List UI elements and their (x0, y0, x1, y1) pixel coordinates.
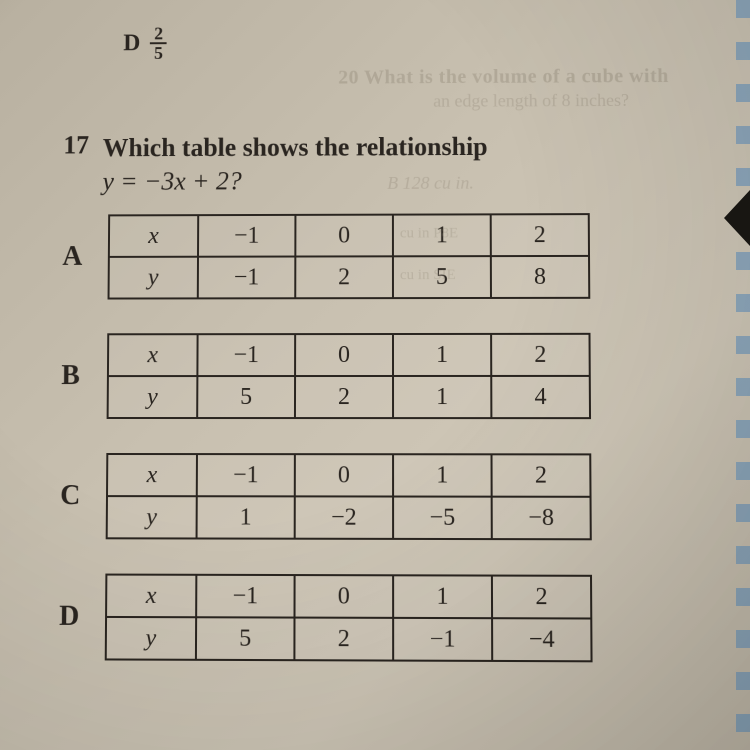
cell: 1 (393, 376, 491, 418)
cell: 2 (295, 376, 393, 418)
prev-letter: D (123, 30, 140, 56)
table-a: x −1 0 1cu in P8E 2 y −1 2 5cu in SIE 8 (108, 213, 591, 299)
eq-equals: = (120, 167, 144, 196)
cell: 4 (491, 376, 590, 418)
eq-rhs: −3x + 2? (144, 167, 242, 196)
cell: −1 (197, 454, 295, 496)
row-header-y: y (108, 376, 198, 418)
worksheet-page: D 2 5 20 What is the volume of a cube wi… (0, 2, 750, 719)
row-header-y: y (106, 617, 196, 660)
table-row: x −1 0 1 2 (108, 334, 590, 376)
fraction-icon: 2 5 (150, 25, 167, 62)
cell: 0 (295, 334, 393, 376)
choice-d: D x −1 0 1 2 y 5 2 −1 −4 (59, 574, 715, 663)
bleed-through-line1: 20 What is the volume of a cube with (64, 65, 669, 90)
cell: 5 (196, 617, 295, 660)
cell: −1 (393, 618, 492, 661)
eq-lhs: y (102, 167, 114, 196)
previous-choice-d: D 2 5 (123, 22, 709, 62)
cell: −1 (198, 215, 295, 257)
table-d: x −1 0 1 2 y 5 2 −1 −4 (105, 574, 593, 663)
cell: −1 (196, 575, 294, 618)
choice-letter-a: A (62, 241, 86, 273)
table-row: y 1 −2 −5 −8 (107, 496, 591, 539)
question-equation: y = −3x + 2? B 128 cu in. (102, 166, 487, 197)
question-text: Which table shows the relationship (103, 129, 488, 165)
cell: −5 (393, 497, 492, 540)
table-row: x −1 0 1 2 (106, 575, 591, 619)
table-row: x −1 0 1 2 (107, 454, 591, 497)
row-header-x: x (108, 334, 198, 376)
table-row: y −1 2 5cu in SIE 8 (109, 256, 590, 299)
cell: 1 (197, 496, 295, 538)
choice-a: A x −1 0 1cu in P8E 2 y −1 2 5cu in SIE … (62, 213, 711, 300)
choice-letter-d: D (59, 601, 83, 633)
table-b: x −1 0 1 2 y 5 2 1 4 (107, 333, 591, 419)
choice-letter-b: B (61, 360, 85, 392)
answer-choices: A x −1 0 1cu in P8E 2 y −1 2 5cu in SIE … (59, 213, 715, 663)
cell: 0 (294, 575, 393, 618)
cell: 8 (491, 256, 589, 298)
row-header-y: y (107, 496, 197, 538)
cell: 1 (393, 575, 492, 618)
bleed-through-line2: an edge length of 8 inches? (64, 90, 629, 113)
cell: 5cu in SIE (393, 256, 491, 298)
choice-c: C x −1 0 1 2 y 1 −2 −5 −8 (60, 453, 714, 541)
cell: 2 (491, 334, 590, 376)
row-header-x: x (109, 215, 198, 257)
choice-b: B x −1 0 1 2 y 5 2 1 4 (61, 333, 712, 419)
table-c: x −1 0 1 2 y 1 −2 −5 −8 (106, 453, 592, 540)
cell: 2 (492, 576, 591, 619)
cell: −1 (197, 334, 295, 376)
cell: 1 (393, 454, 492, 496)
cell: 1 (393, 334, 491, 376)
cell: −4 (492, 618, 591, 661)
cell: 0 (295, 215, 393, 257)
fraction-numerator: 2 (150, 25, 167, 45)
row-header-y: y (109, 257, 198, 299)
cell: 1cu in P8E (393, 214, 491, 256)
table-row: y 5 2 1 4 (108, 376, 590, 418)
cell: 2 (491, 214, 589, 256)
bleed-inline: B 128 cu in. (387, 173, 474, 193)
cell: −2 (295, 496, 393, 539)
cell: 2 (492, 454, 591, 496)
row-header-x: x (106, 575, 196, 618)
cell: 2 (294, 618, 393, 661)
cell: 5 (197, 376, 295, 418)
question-number: 17 (63, 131, 89, 161)
fraction-denominator: 5 (150, 44, 167, 62)
cell: −8 (492, 497, 591, 540)
choice-letter-c: C (60, 480, 84, 512)
cell: 2 (295, 256, 393, 298)
cell: −1 (198, 257, 296, 299)
table-row: y 5 2 −1 −4 (106, 617, 592, 661)
question-block: 17 Which table shows the relationship y … (63, 128, 710, 197)
table-row: x −1 0 1cu in P8E 2 (109, 214, 589, 257)
cell: 0 (295, 454, 393, 496)
row-header-x: x (107, 454, 197, 496)
